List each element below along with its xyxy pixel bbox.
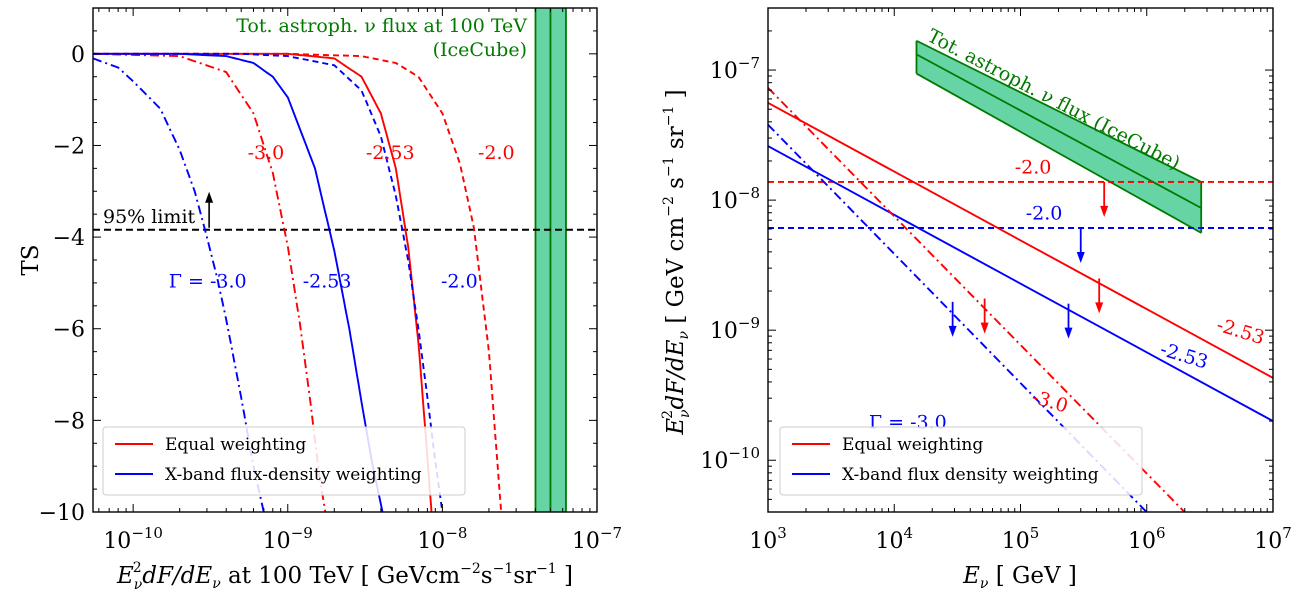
upper-limit-arrowhead bbox=[1076, 252, 1085, 264]
upper-limit-arrowhead bbox=[1100, 205, 1109, 217]
legend-right: Equal weighting X-band flux density weigh… bbox=[779, 426, 1143, 496]
ts-curve-xband--2 bbox=[93, 52, 444, 513]
index-annotation: -2.53 bbox=[1158, 338, 1211, 373]
upper-limit-arrowhead bbox=[1095, 302, 1104, 314]
x-tick-label: 10−7 bbox=[572, 524, 622, 554]
icecube-band-line bbox=[916, 53, 1202, 209]
y-tick-label: 10−7 bbox=[710, 54, 760, 84]
index-annotation: -3.0 bbox=[248, 142, 285, 164]
x-tick-label: 106 bbox=[1128, 524, 1166, 554]
x-tick-label: 10−8 bbox=[417, 524, 467, 554]
y-tick-label: 10−10 bbox=[700, 444, 760, 474]
y-tick-label: −6 bbox=[53, 318, 85, 343]
y-tick-label: −8 bbox=[53, 409, 85, 434]
x-tick-label: 104 bbox=[875, 524, 913, 554]
icecube-label: Tot. astroph. ν flux at 100 TeV bbox=[236, 15, 527, 37]
index-annotation: Γ = -3.0 bbox=[169, 270, 247, 292]
right-plot-area bbox=[768, 39, 1273, 512]
x-tick-label: 10−10 bbox=[103, 524, 163, 554]
legend-box bbox=[102, 426, 466, 496]
icecube-band-line bbox=[916, 72, 1202, 234]
x-tick-label: 105 bbox=[1002, 524, 1040, 554]
y-tick-label: −4 bbox=[53, 226, 85, 251]
legend-label: X-band flux density weighting bbox=[842, 465, 1099, 485]
upper-limit-arrowhead bbox=[948, 325, 957, 337]
ts-curve-xband--3 bbox=[92, 57, 265, 513]
x-axis-title: Eν [ GeV ] bbox=[962, 563, 1077, 591]
y-tick-label: −2 bbox=[53, 134, 85, 159]
left-panel-ts-vs-flux: 95% limit Tot. astroph. ν flux at 100 TeV… bbox=[18, 7, 622, 591]
y-axis-title: TS bbox=[18, 244, 44, 275]
index-annotation: -2.0 bbox=[478, 142, 515, 164]
flux-limit-equal--2p53 bbox=[768, 101, 1273, 379]
index-annotation: -2.0 bbox=[1026, 202, 1063, 224]
upper-limit-arrowhead bbox=[980, 322, 989, 334]
y-tick-label: −10 bbox=[39, 501, 85, 526]
x-tick-label: 10−9 bbox=[263, 524, 313, 554]
index-annotation: -2.53 bbox=[1214, 314, 1267, 349]
icecube-band-line bbox=[916, 39, 1202, 183]
legend-label: Equal weighting bbox=[842, 435, 983, 455]
y-tick-label: 10−8 bbox=[710, 184, 760, 214]
legend-label: Equal weighting bbox=[165, 435, 306, 455]
y-tick-label: 0 bbox=[71, 43, 85, 68]
index-annotation: -2.53 bbox=[366, 142, 415, 164]
legend-left: Equal weighting X-band flux-density weigh… bbox=[102, 426, 466, 496]
index-annotation: -2.0 bbox=[441, 270, 478, 292]
ts-curve-equal--2 bbox=[93, 52, 503, 513]
legend-box bbox=[779, 426, 1143, 496]
ts-curve-equal--2p53 bbox=[93, 52, 433, 513]
index-annotation: -2.0 bbox=[1015, 157, 1052, 179]
limit-arrowhead bbox=[205, 191, 214, 203]
legend-label: X-band flux-density weighting bbox=[165, 465, 422, 485]
right-panel-flux-vs-energy: Tot. astroph. ν flux (IceCube)-2.0-2.0-2… bbox=[660, 7, 1292, 591]
icecube-band bbox=[916, 40, 1202, 233]
x-axis-title: E2 νdF/dEν at 100 TeV [ GeVcm−2s−1sr−1 ] bbox=[116, 560, 573, 591]
flux-limit-xband--2p53 bbox=[768, 145, 1273, 422]
flux-limit-xband--3 bbox=[768, 124, 1148, 512]
icecube-label-sub: (IceCube) bbox=[433, 39, 527, 61]
upper-limit-arrowhead bbox=[1064, 327, 1073, 339]
x-tick-label: 103 bbox=[749, 524, 787, 554]
y-axis-title: E2νdF/dEν [ GeV cm−2 s−1 sr−1 ] bbox=[660, 89, 693, 435]
y-tick-label: 10−9 bbox=[710, 314, 760, 344]
x-tick-label: 107 bbox=[1254, 524, 1292, 554]
limit-label: 95% limit bbox=[103, 206, 196, 228]
ts-curve-xband--2p53 bbox=[93, 52, 384, 513]
index-annotation: -2.53 bbox=[303, 270, 352, 292]
